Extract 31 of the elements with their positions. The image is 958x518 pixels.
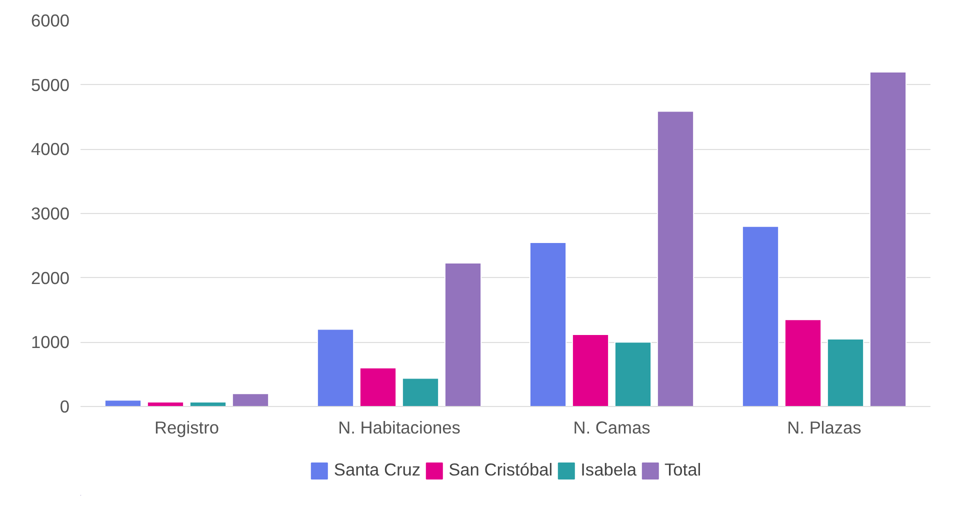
bar (826, 338, 864, 406)
y-tick-label: 1000 (30, 332, 70, 352)
y-tick-label: 6000 (30, 10, 70, 30)
x-tick-label: N. Plazas (787, 418, 862, 438)
legend-label: Santa Cruz (334, 460, 421, 480)
bar (444, 262, 482, 406)
bar (104, 400, 142, 406)
bar (232, 393, 270, 406)
bar (869, 71, 907, 406)
bar (402, 378, 440, 406)
bar (656, 110, 694, 406)
bar (189, 401, 227, 406)
legend-label: Isabela (580, 460, 636, 480)
bar (529, 242, 567, 406)
x-tick-label: N. Camas (573, 418, 651, 438)
bar (742, 226, 780, 406)
bar (316, 328, 354, 406)
bar (572, 334, 610, 406)
bar (359, 367, 397, 406)
bar (784, 319, 822, 406)
bar (614, 342, 652, 406)
y-tick-label: 2000 (30, 268, 70, 288)
y-tick-label: 3000 (30, 204, 70, 224)
y-tick-label: 0 (60, 396, 70, 416)
legend-label: Total (664, 460, 702, 480)
x-tick-label: N. Habitaciones (338, 418, 461, 438)
y-tick-label: 4000 (30, 139, 70, 160)
x-tick-label: Registro (154, 418, 220, 438)
y-tick-label: 5000 (30, 74, 70, 95)
bar (146, 401, 184, 406)
legend-label: San Cristóbal (448, 460, 553, 480)
